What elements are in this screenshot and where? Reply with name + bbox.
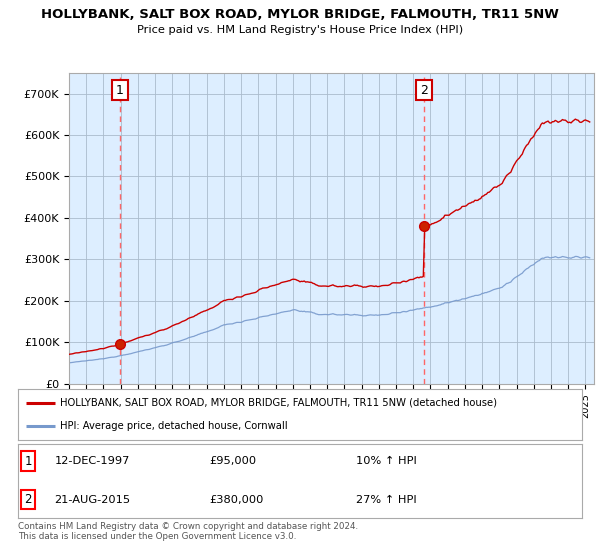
Text: HOLLYBANK, SALT BOX ROAD, MYLOR BRIDGE, FALMOUTH, TR11 5NW (detached house): HOLLYBANK, SALT BOX ROAD, MYLOR BRIDGE, … [60, 398, 497, 408]
Text: £95,000: £95,000 [210, 456, 257, 466]
Text: 12-DEC-1997: 12-DEC-1997 [55, 456, 130, 466]
Text: 2: 2 [420, 83, 428, 97]
Text: 1: 1 [116, 83, 124, 97]
Text: HPI: Average price, detached house, Cornwall: HPI: Average price, detached house, Corn… [60, 421, 288, 431]
Text: Contains HM Land Registry data © Crown copyright and database right 2024.
This d: Contains HM Land Registry data © Crown c… [18, 522, 358, 542]
Text: Price paid vs. HM Land Registry's House Price Index (HPI): Price paid vs. HM Land Registry's House … [137, 25, 463, 35]
Text: £380,000: £380,000 [210, 494, 264, 505]
Text: 21-AUG-2015: 21-AUG-2015 [55, 494, 131, 505]
Text: 1: 1 [25, 455, 32, 468]
Text: 27% ↑ HPI: 27% ↑ HPI [356, 494, 417, 505]
Text: 2: 2 [25, 493, 32, 506]
Text: HOLLYBANK, SALT BOX ROAD, MYLOR BRIDGE, FALMOUTH, TR11 5NW: HOLLYBANK, SALT BOX ROAD, MYLOR BRIDGE, … [41, 8, 559, 21]
Text: 10% ↑ HPI: 10% ↑ HPI [356, 456, 417, 466]
